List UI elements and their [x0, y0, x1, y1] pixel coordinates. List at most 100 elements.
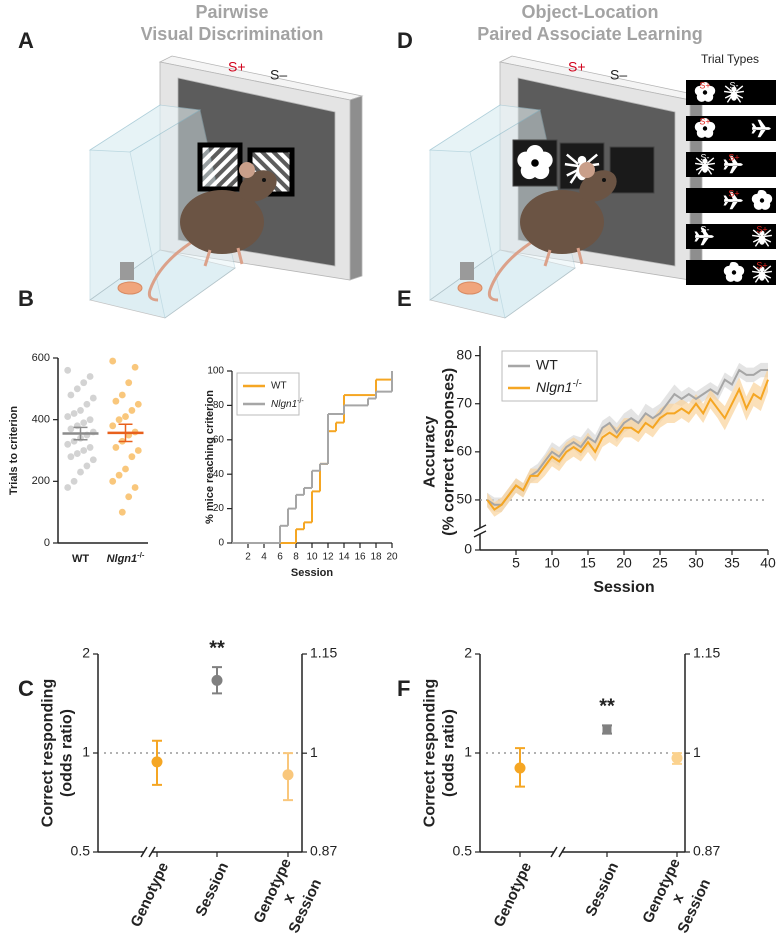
rat-body [520, 190, 604, 254]
data-point [86, 444, 94, 451]
food-magazine [460, 262, 474, 280]
data-point [73, 422, 81, 430]
rat-body [180, 190, 264, 254]
data-point [514, 762, 526, 774]
stimulus-label: S+ [568, 59, 586, 75]
x-tick-label: 18 [370, 552, 382, 563]
panel-label: F [397, 676, 410, 701]
rat-head [239, 170, 277, 202]
y-tick-label: 0 [464, 541, 472, 557]
panel-label: B [18, 286, 34, 311]
x-tick-label: Session [582, 860, 622, 919]
y-tick-label: 60 [213, 434, 225, 445]
x-axis-label: Session [593, 579, 654, 596]
y-tick-label: 0 [218, 538, 224, 549]
rat-head [579, 170, 617, 202]
data-point [211, 674, 223, 686]
y-tick-label: 0.5 [453, 843, 473, 859]
data-point [67, 391, 75, 399]
trial-type-label: S+ [756, 224, 767, 234]
y-tick-label: 50 [456, 491, 472, 507]
data-point [118, 391, 126, 399]
data-point [109, 477, 117, 485]
data-point [73, 385, 81, 393]
y-axis-label: Correct responding (odds ratio) [422, 679, 458, 827]
data-point [73, 450, 81, 457]
x-tick-label: Session [192, 860, 232, 919]
y-axis-label: Trials to criterion [8, 406, 20, 496]
trial-type-label: S+ [699, 116, 710, 126]
data-point [86, 373, 94, 380]
trial-type-label: S+ [756, 260, 767, 270]
legend-label: Nlgn1-/- [271, 398, 304, 410]
x-tick-label: GenotypexSession [639, 856, 716, 940]
legend-box [236, 372, 300, 416]
x-tick-label: Genotype [127, 860, 172, 930]
trial-type-label: S- [730, 80, 739, 90]
rat-eye [262, 178, 266, 182]
data-point [122, 465, 129, 473]
data-line [486, 379, 769, 511]
x-tick-label: Genotype [490, 860, 535, 930]
trial-type-label: S- [730, 260, 739, 270]
data-point [115, 471, 123, 479]
food-magazine [120, 262, 134, 280]
rat-legs [543, 247, 584, 267]
x-tick-label: 25 [652, 555, 668, 571]
axis-break [550, 846, 566, 858]
food-tray [457, 281, 483, 295]
x-tick-label: Nlgn1-/- [107, 551, 145, 565]
data-point [671, 752, 683, 764]
illustration-title: Object-Location Paired Associate Learning [477, 2, 702, 44]
data-point [67, 425, 75, 433]
food-tray [117, 281, 143, 295]
rat-tail [147, 238, 196, 302]
data-point [64, 366, 72, 374]
y-tick-label: 80 [456, 346, 472, 362]
data-point [122, 413, 129, 420]
rat-tail [487, 238, 536, 302]
data-point [64, 484, 72, 491]
x-tick-label: 40 [760, 555, 776, 571]
trial-types-title: Trial Types [701, 52, 759, 66]
panel-label: C [18, 676, 34, 701]
data-point [70, 410, 78, 417]
chamber-part [349, 95, 363, 281]
y-tick-label: 40 [213, 469, 225, 480]
illustration-title: Pairwise Visual Discrimination [141, 2, 324, 44]
data-point [80, 379, 88, 387]
legend-label: WT [536, 357, 558, 373]
y-tick-label: 2 [82, 645, 90, 661]
x-axis-label: Session [291, 567, 333, 579]
y-tick-label: 1.15 [310, 645, 337, 661]
y-tick-label: 80 [213, 400, 225, 411]
y-tick-label: 400 [32, 414, 50, 426]
operant-chamber: S+ S– [88, 55, 364, 319]
data-point [86, 416, 94, 424]
data-point [83, 462, 91, 470]
axis-break [473, 524, 487, 538]
data-point [134, 400, 142, 408]
legend-box [501, 350, 598, 402]
data-point [77, 407, 84, 414]
legend-label: WT [271, 381, 287, 392]
chamber-part [88, 104, 202, 153]
y-tick-label: 2 [464, 645, 472, 661]
y-tick-label: 0 [44, 537, 50, 549]
y-tick-label: 1 [464, 744, 472, 760]
stimulus-label: S– [610, 67, 627, 83]
stimulus-label: S+ [228, 59, 246, 75]
data-point [131, 363, 139, 371]
significance-label: ** [599, 696, 615, 718]
trial-type-label: S- [701, 152, 710, 162]
x-tick-label: 14 [338, 552, 350, 563]
data-point [128, 453, 136, 461]
data-point [77, 468, 84, 476]
y-tick-label: 0.87 [693, 843, 720, 859]
panel-label: D [397, 28, 413, 53]
data-point [134, 447, 142, 454]
stimulus-window [197, 142, 243, 192]
data-point [125, 379, 133, 387]
trial-type-label: S- [701, 224, 710, 234]
